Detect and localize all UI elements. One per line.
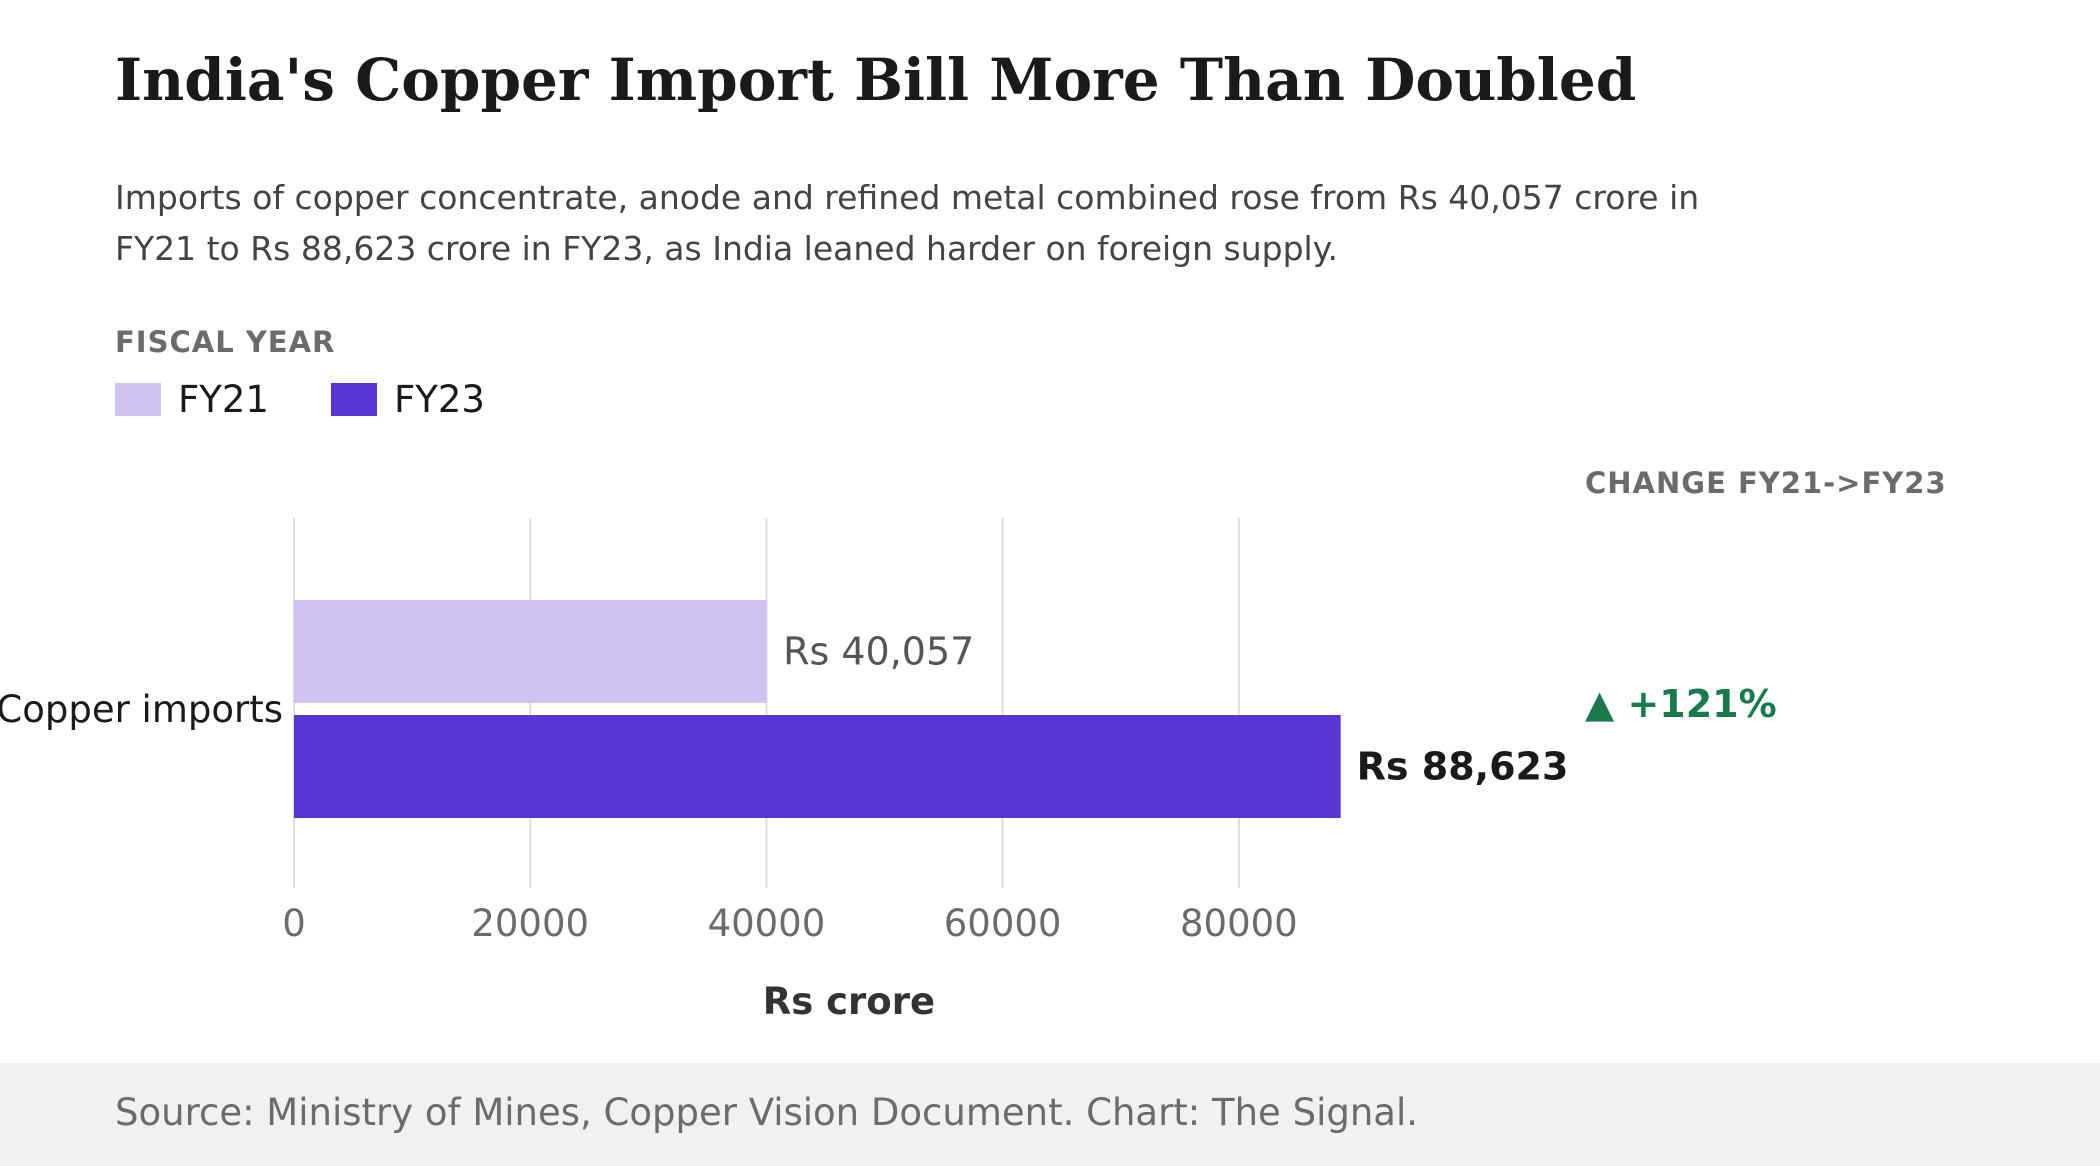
x-tick-label-0: 0 [282,902,306,945]
x-axis-label: Rs crore [763,980,935,1023]
bar-fy21 [294,600,768,703]
legend-title: FISCAL YEAR [115,325,336,359]
chart-subtitle: Imports of copper concentrate, anode and… [115,178,1700,268]
x-tick-label-40000: 40000 [708,902,826,945]
bar-chart: 0 20000 40000 60000 80000 Copper imports Rs 40… [0,518,1569,1023]
legend-label-fy23: FY23 [393,378,485,421]
legend-item-fy21: FY21 [115,378,269,421]
chart-title: India's Copper Import Bill More Than Dou… [115,46,1637,114]
data-label-fy21: Rs 40,057 [783,630,974,674]
x-tick-label-60000: 60000 [944,902,1062,945]
category-label: Copper imports [0,688,283,731]
legend-item-fy23: FY23 [330,378,485,421]
footer: Source: Ministry of Mines, Copper Vision… [0,1063,2100,1166]
legend: FY21 FY23 [115,378,547,421]
legend-label-fy21: FY21 [178,378,269,421]
change-header: CHANGE FY21->FY23 [1585,466,1947,500]
legend-swatch-fy21 [115,383,161,416]
bar-fy23 [294,715,1341,818]
data-label-fy23: Rs 88,623 [1357,745,1569,789]
x-tick-label-80000: 80000 [1180,902,1298,945]
legend-swatch-fy23 [330,383,377,416]
source-note: Source: Ministry of Mines, Copper Vision… [115,1091,1419,1134]
change-value: ▲ +121% [1585,682,1777,726]
x-tick-label-20000: 20000 [471,902,589,945]
